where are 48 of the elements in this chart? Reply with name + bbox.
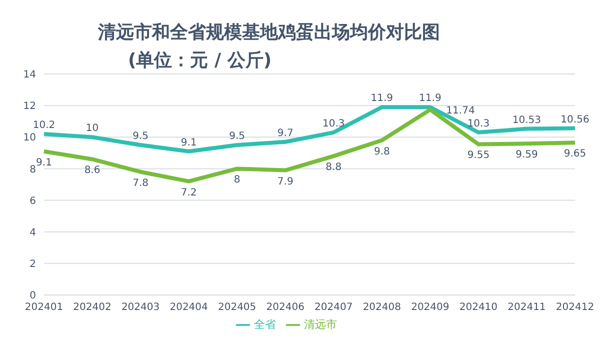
x-tick-label: 202408: [362, 302, 402, 314]
y-tick-label: 2: [30, 258, 36, 270]
data-label: 9.55: [467, 150, 490, 162]
chart-title: 清远市和全省规模基地鸡蛋出场均价对比图: [98, 21, 440, 44]
data-label: 11.9: [370, 93, 394, 104]
x-tick-label: 202410: [459, 302, 498, 314]
legend-label: 清远市: [304, 318, 337, 331]
x-tick-label: 202402: [73, 302, 112, 314]
x-tick-label: 202412: [556, 302, 594, 314]
data-label: 10.56: [560, 114, 590, 126]
data-label: 10.53: [512, 114, 542, 126]
x-tick-label: 202401: [24, 302, 64, 314]
y-tick-label: 12: [23, 101, 36, 112]
x-tick-label: 202409: [411, 302, 450, 314]
data-label: 9.65: [564, 148, 586, 160]
chart-subtitle: (单位：元 / 公斤): [128, 49, 272, 72]
data-label: 10.2: [32, 120, 56, 131]
data-label: 9.5: [132, 131, 148, 142]
y-tick-label: 8: [30, 164, 36, 176]
data-label: 11.74: [446, 106, 475, 117]
legend-label: 全省: [254, 318, 276, 331]
data-label: 10.3: [322, 118, 345, 130]
data-label: 9.7: [277, 128, 294, 139]
x-tick-label: 202405: [218, 302, 256, 314]
data-label: 8.8: [326, 162, 342, 174]
x-tick-label: 202411: [508, 302, 546, 314]
y-tick-label: 0: [30, 290, 36, 302]
data-label: 7.8: [132, 178, 148, 189]
data-label: 9.5: [229, 131, 246, 142]
data-label: 9.59: [516, 150, 538, 161]
data-label: 9.8: [374, 146, 390, 158]
x-tick-label: 202406: [266, 302, 304, 314]
data-label: 9.1: [180, 137, 197, 148]
data-label: 10: [86, 123, 99, 134]
x-tick-label: 202407: [314, 302, 353, 314]
x-tick-label: 202403: [121, 302, 160, 314]
data-label: 7.9: [277, 176, 294, 188]
y-tick-label: 14: [23, 70, 36, 81]
data-label: 10.3: [467, 118, 490, 130]
y-tick-label: 4: [30, 227, 36, 238]
data-label: 9.1: [36, 157, 52, 168]
x-tick-label: 202404: [170, 302, 208, 314]
data-label: 8.6: [84, 165, 100, 176]
data-label: 7.2: [180, 187, 197, 198]
y-tick-label: 10: [23, 132, 36, 144]
data-label: 8: [234, 174, 240, 186]
y-tick-label: 6: [30, 196, 36, 207]
data-label: 11.9: [419, 93, 442, 104]
